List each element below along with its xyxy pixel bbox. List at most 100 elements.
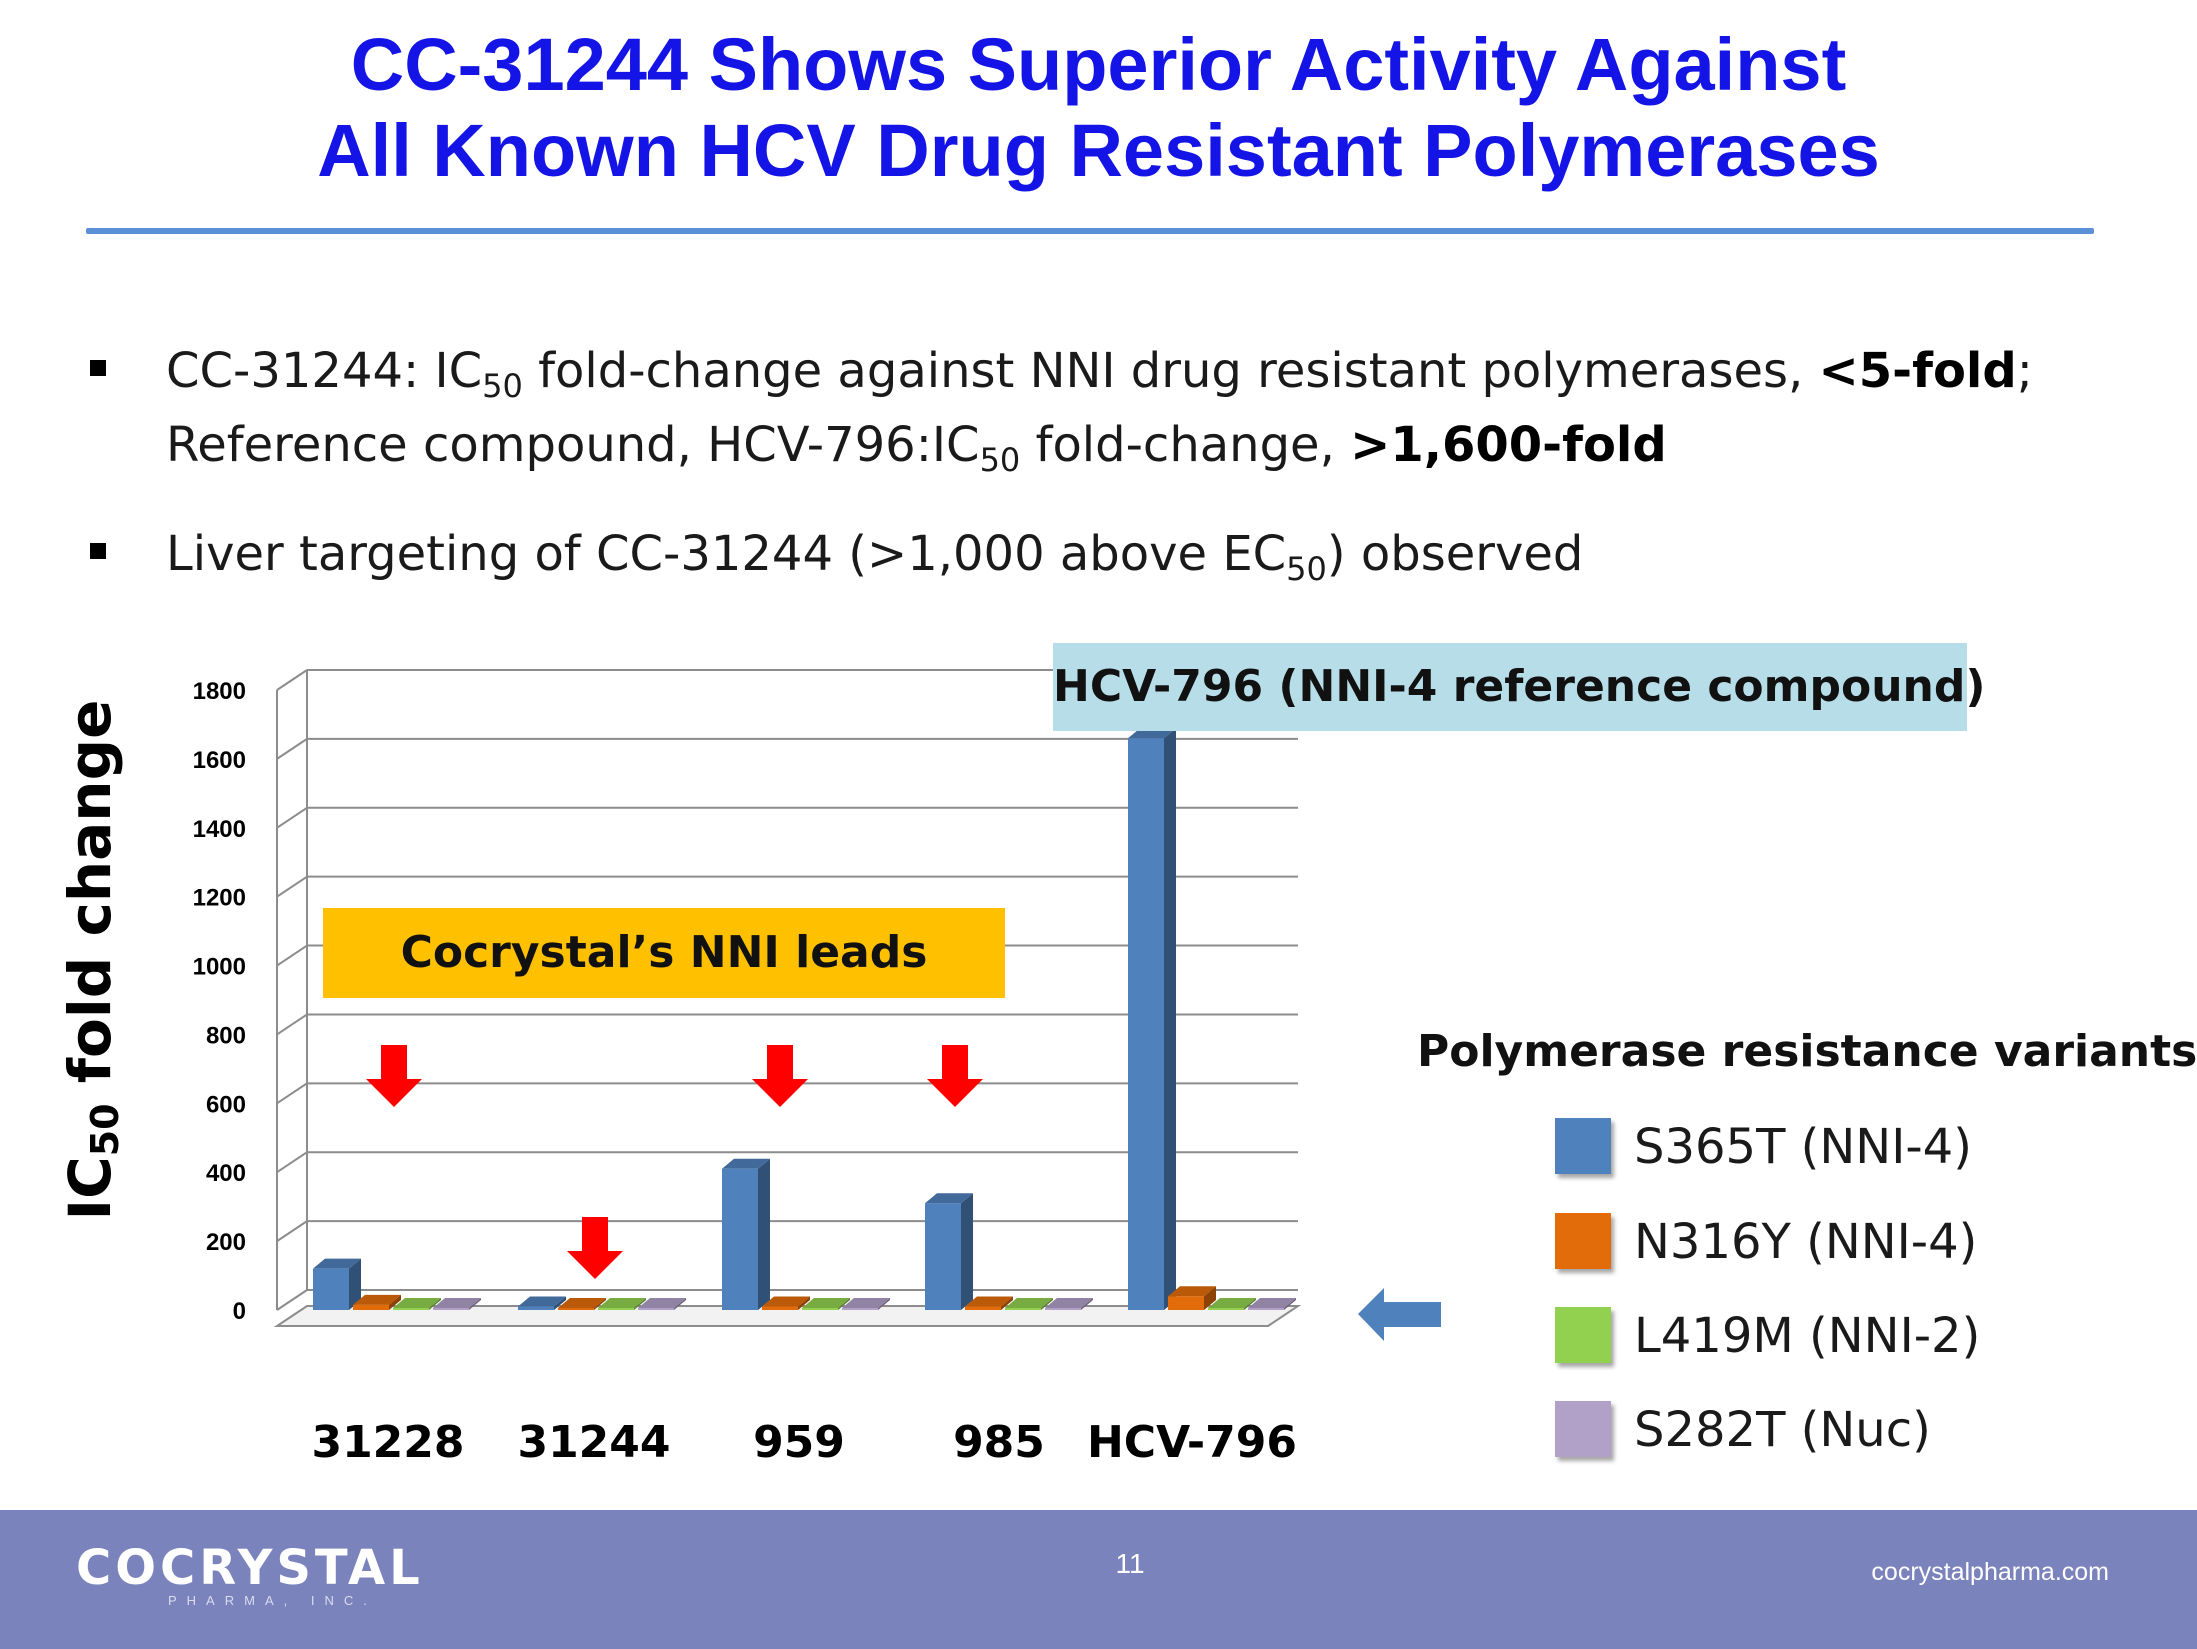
bar <box>1208 1298 1256 1310</box>
bar-front <box>353 1304 389 1310</box>
legend-label-l419m: L419M (NNI-2) <box>1634 1308 1981 1364</box>
bar <box>925 1193 973 1310</box>
legend-swatch-n316y <box>1555 1213 1611 1269</box>
bar-side <box>1284 1298 1296 1310</box>
bar-top <box>1208 1298 1256 1308</box>
bar-top <box>965 1296 1013 1307</box>
gridline-depth <box>276 944 308 967</box>
bar-front <box>762 1306 798 1310</box>
website-url: cocrystalpharma.com <box>1871 1558 2109 1586</box>
bullet-1-bold-b: >1,600-fold <box>1350 417 1667 473</box>
bar-side <box>594 1298 606 1310</box>
bar-side <box>1204 1286 1216 1310</box>
gridline-depth <box>276 669 308 691</box>
y-tick-label: 1600 <box>193 747 246 774</box>
bar-front <box>1128 738 1164 1310</box>
bar-top <box>925 1193 973 1204</box>
bar <box>842 1298 890 1310</box>
bar-top <box>558 1298 606 1308</box>
bar-front <box>1045 1308 1081 1310</box>
bar-front <box>638 1308 674 1310</box>
arrow-layer <box>366 1045 1441 1341</box>
bar-front <box>518 1306 554 1310</box>
x-category-label: HCV-796 <box>1087 1417 1297 1468</box>
gridline-depth <box>276 738 308 760</box>
blue-left-arrow <box>1358 1288 1441 1341</box>
bar-front <box>313 1268 349 1310</box>
gridline-depth <box>276 875 308 898</box>
bar <box>1128 728 1176 1310</box>
red-down-arrow <box>927 1045 983 1107</box>
bar-top <box>1248 1298 1296 1308</box>
bar-top <box>638 1298 686 1308</box>
y-tick-label: 800 <box>206 1022 246 1049</box>
legend-swatch-l419m <box>1555 1307 1611 1363</box>
y-tick-label: 1200 <box>193 885 246 912</box>
bar <box>558 1298 606 1310</box>
legend-title: Polymerase resistance variants <box>1417 1026 2197 1077</box>
bullet-1-text-b: fold-change against NNI drug resistant p… <box>522 343 1819 399</box>
bar-side <box>554 1296 566 1310</box>
legend-swatch-s282t <box>1555 1401 1611 1457</box>
gridline-depth <box>276 806 308 829</box>
bullet-2-text-a: Liver targeting of CC-31244 (>1,000 abov… <box>166 526 1287 582</box>
bar-side <box>389 1294 401 1310</box>
title-line-1: CC-31244 Shows Superior Activity Against <box>350 23 1847 106</box>
bar <box>518 1296 566 1310</box>
bar <box>722 1158 770 1310</box>
bar-front <box>925 1203 961 1310</box>
bar-top <box>1168 1286 1216 1297</box>
legend-swatch-s365t <box>1555 1118 1611 1174</box>
bar-front <box>1005 1308 1041 1310</box>
bar-front <box>393 1308 429 1310</box>
gridline-depth <box>276 1151 308 1174</box>
bar-front <box>965 1306 1001 1310</box>
y-tick-label: 400 <box>206 1160 246 1187</box>
bullet-1-line-2: Reference compound, HCV-796:IC50 fold-ch… <box>166 408 1667 482</box>
bar-top <box>1045 1298 1093 1308</box>
bar-top <box>802 1298 850 1308</box>
bullet-1-text-e: fold-change, <box>1020 417 1351 473</box>
x-category-label: 985 <box>953 1417 1045 1468</box>
bar <box>1168 1286 1216 1310</box>
bar-front <box>802 1308 838 1310</box>
x-category-label: 959 <box>753 1417 845 1468</box>
gridline-depth <box>276 1289 308 1311</box>
company-logo: COCRYSTAL <box>76 1540 424 1596</box>
bar-top <box>518 1296 566 1307</box>
bullet-1-text-d: Reference compound, HCV-796:IC <box>166 417 980 473</box>
bullet-1-sub-a: 50 <box>482 367 523 405</box>
bullet-2-line-1: Liver targeting of CC-31244 (>1,000 abov… <box>166 517 1583 591</box>
bar <box>762 1296 810 1310</box>
bullet-marker-2 <box>90 543 106 559</box>
bar-side <box>798 1296 810 1310</box>
bar <box>393 1298 441 1310</box>
bullet-2-text-b: ) observed <box>1326 526 1584 582</box>
bullet-1-line-1: CC-31244: IC50 fold-change against NNI d… <box>166 334 2033 408</box>
bullet-1-bold-a: <5-fold <box>1818 343 2017 399</box>
x-label-layer: 31228 31244 959 985 HCV-796 <box>311 1417 1297 1468</box>
bar-side <box>674 1298 686 1310</box>
x-category-label: 31228 <box>311 1417 464 1468</box>
bullet-1-text-c: ; <box>2016 343 2033 399</box>
nni-leads-callout: Cocrystal’s NNI leads <box>323 908 1005 998</box>
bar-top <box>842 1298 890 1308</box>
slide-title: CC-31244 Shows Superior Activity Against… <box>0 22 2197 194</box>
bar-side <box>878 1298 890 1310</box>
bar-front <box>598 1308 634 1310</box>
bullet-2-sub-a: 50 <box>1286 550 1327 588</box>
y-tick-label: 200 <box>206 1229 246 1256</box>
bar-side <box>1081 1298 1093 1310</box>
bar <box>1045 1298 1093 1310</box>
bar-front <box>433 1308 469 1310</box>
bar-top <box>1005 1298 1053 1308</box>
bar-top <box>393 1298 441 1308</box>
gridline-depth <box>276 1220 308 1242</box>
gridline-depth <box>276 1013 308 1036</box>
reference-compound-callout: HCV-796 (NNI-4 reference compound) <box>1053 643 1986 731</box>
bar-side <box>634 1298 646 1310</box>
bar-side <box>838 1298 850 1310</box>
legend-label-s282t: S282T (Nuc) <box>1634 1402 1931 1458</box>
bar-front <box>1168 1296 1204 1310</box>
legend-label-n316y: N316Y (NNI-4) <box>1634 1214 1978 1270</box>
